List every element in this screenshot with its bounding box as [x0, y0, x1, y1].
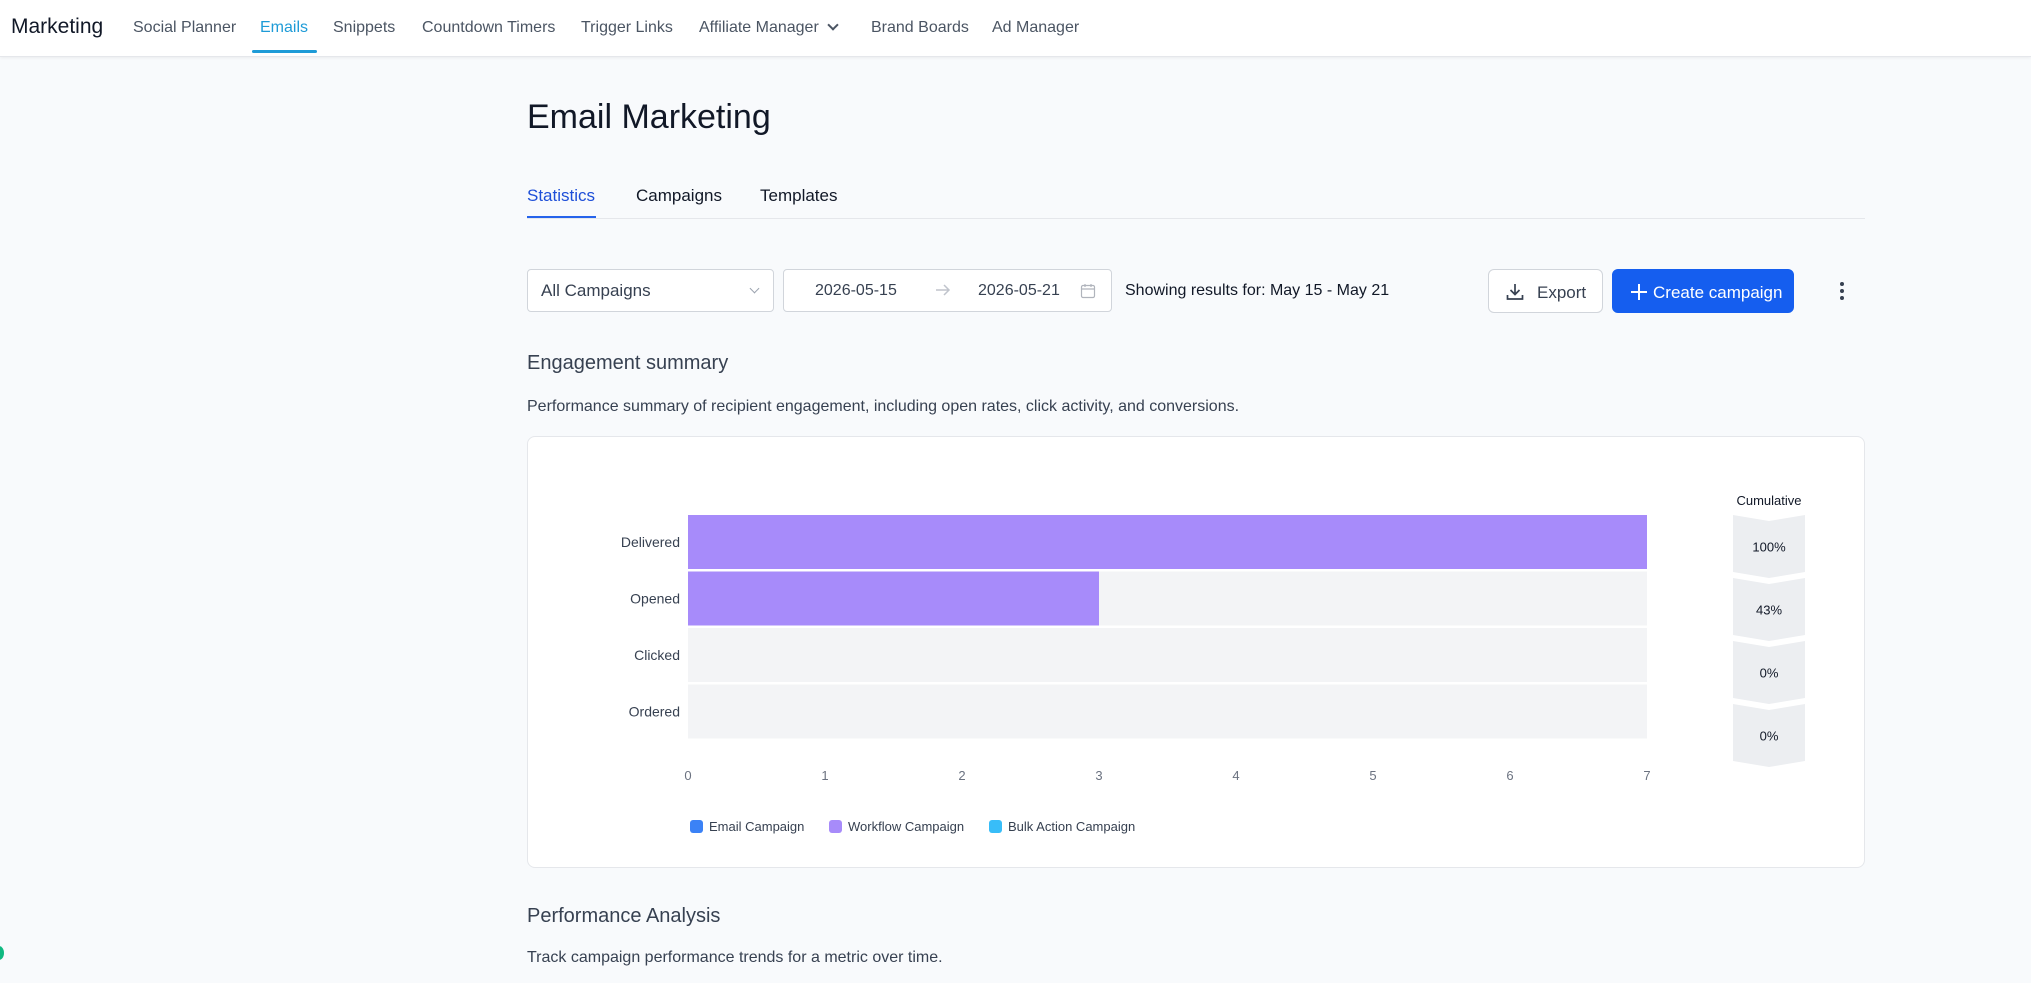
bar: [688, 571, 1099, 626]
tab-statistics[interactable]: Statistics: [527, 186, 596, 205]
x-tick-label: 6: [1506, 768, 1513, 783]
brand-title: Marketing: [11, 15, 104, 38]
results-range-text: Showing results for: May 15 - May 21: [1125, 282, 1390, 299]
cumulative-value: 0%: [1760, 729, 1779, 744]
tab-active-indicator: [527, 216, 596, 218]
x-tick-label: 5: [1369, 768, 1376, 783]
date-end-input[interactable]: 2026-05-21: [978, 282, 1060, 299]
arrow-right-icon: [936, 284, 951, 296]
x-tick-label: 3: [1095, 768, 1102, 783]
nav-affiliate-manager-label: Affiliate Manager: [699, 19, 819, 36]
category-label: Delivered: [621, 534, 680, 550]
cumulative-chevron: [1733, 578, 1805, 641]
x-tick-label: 4: [1232, 768, 1239, 783]
tab-templates[interactable]: Templates: [760, 186, 838, 205]
date-range-picker[interactable]: 2026-05-15 2026-05-21: [783, 269, 1112, 312]
nav-countdown-timers[interactable]: Countdown Timers: [422, 19, 556, 36]
engagement-summary-description: Performance summary of recipient engagem…: [527, 398, 1240, 415]
tab-campaigns[interactable]: Campaigns: [636, 186, 722, 205]
export-button-label: Export: [1537, 283, 1587, 302]
bar-track: [688, 628, 1647, 682]
x-tick-label: 1: [821, 768, 828, 783]
cumulative-header: Cumulative: [1736, 493, 1801, 508]
performance-analysis-description: Track campaign performance trends for a …: [527, 949, 943, 966]
cumulative-value: 100%: [1752, 540, 1786, 555]
engagement-chart-card: Delivered Opened Clicked Ordered 0 1 2 3 4 5 6 7 Cum…: [527, 436, 1865, 868]
status-indicator[interactable]: [0, 946, 4, 960]
category-label: Clicked: [634, 647, 680, 663]
top-nav: Marketing Social Planner Emails Snippets…: [0, 0, 2031, 57]
cumulative-chevron: [1733, 515, 1805, 578]
bar: [688, 515, 1647, 569]
nav-trigger-links[interactable]: Trigger Links: [581, 19, 673, 36]
x-tick-label: 0: [684, 768, 691, 783]
bar-track: [688, 684, 1647, 739]
x-tick-label: 2: [958, 768, 965, 783]
engagement-funnel-chart: Delivered Opened Clicked Ordered 0 1 2 3 4 5 6 7 Cum…: [621, 493, 1805, 834]
nav-affiliate-manager[interactable]: Affiliate Manager: [699, 19, 839, 37]
cumulative-chevron: [1733, 704, 1805, 767]
nav-snippets[interactable]: Snippets: [333, 19, 396, 36]
legend-swatch: [829, 820, 842, 833]
nav-ad-manager[interactable]: Ad Manager: [992, 19, 1080, 36]
nav-emails[interactable]: Emails: [260, 19, 309, 36]
legend-swatch: [690, 820, 703, 833]
legend-swatch: [989, 820, 1002, 833]
tab-divider: [527, 218, 1865, 219]
legend-entry: Email Campaign: [709, 819, 804, 834]
download-icon: [1506, 284, 1524, 300]
create-campaign-button[interactable]: Create campaign: [1612, 269, 1794, 313]
nav-active-indicator: [252, 50, 317, 53]
calendar-icon: [1080, 284, 1096, 299]
engagement-summary-title: Engagement summary: [527, 352, 729, 374]
page-title: Email Marketing: [527, 98, 771, 136]
cumulative-chevron: [1733, 641, 1805, 704]
performance-analysis-title: Performance Analysis: [527, 905, 721, 927]
x-tick-label: 7: [1643, 768, 1650, 783]
nav-social-planner[interactable]: Social Planner: [133, 19, 237, 36]
cumulative-value: 43%: [1756, 603, 1782, 618]
legend-entry: Workflow Campaign: [848, 819, 964, 834]
export-button[interactable]: Export: [1488, 269, 1603, 313]
category-label: Opened: [630, 591, 680, 607]
more-options-icon[interactable]: [1833, 280, 1851, 304]
create-campaign-button-label: Create campaign: [1653, 283, 1783, 302]
legend-entry: Bulk Action Campaign: [1008, 819, 1135, 834]
chevron-down-icon: [827, 19, 839, 31]
plus-icon: [1631, 284, 1647, 300]
chevron-down-icon: [749, 283, 760, 294]
nav-brand-boards[interactable]: Brand Boards: [871, 19, 969, 36]
campaign-select-value: All Campaigns: [541, 281, 651, 300]
date-start-input[interactable]: 2026-05-15: [815, 282, 897, 299]
category-label: Ordered: [629, 704, 680, 720]
cumulative-value: 0%: [1760, 666, 1779, 681]
campaign-select[interactable]: All Campaigns: [527, 269, 774, 312]
